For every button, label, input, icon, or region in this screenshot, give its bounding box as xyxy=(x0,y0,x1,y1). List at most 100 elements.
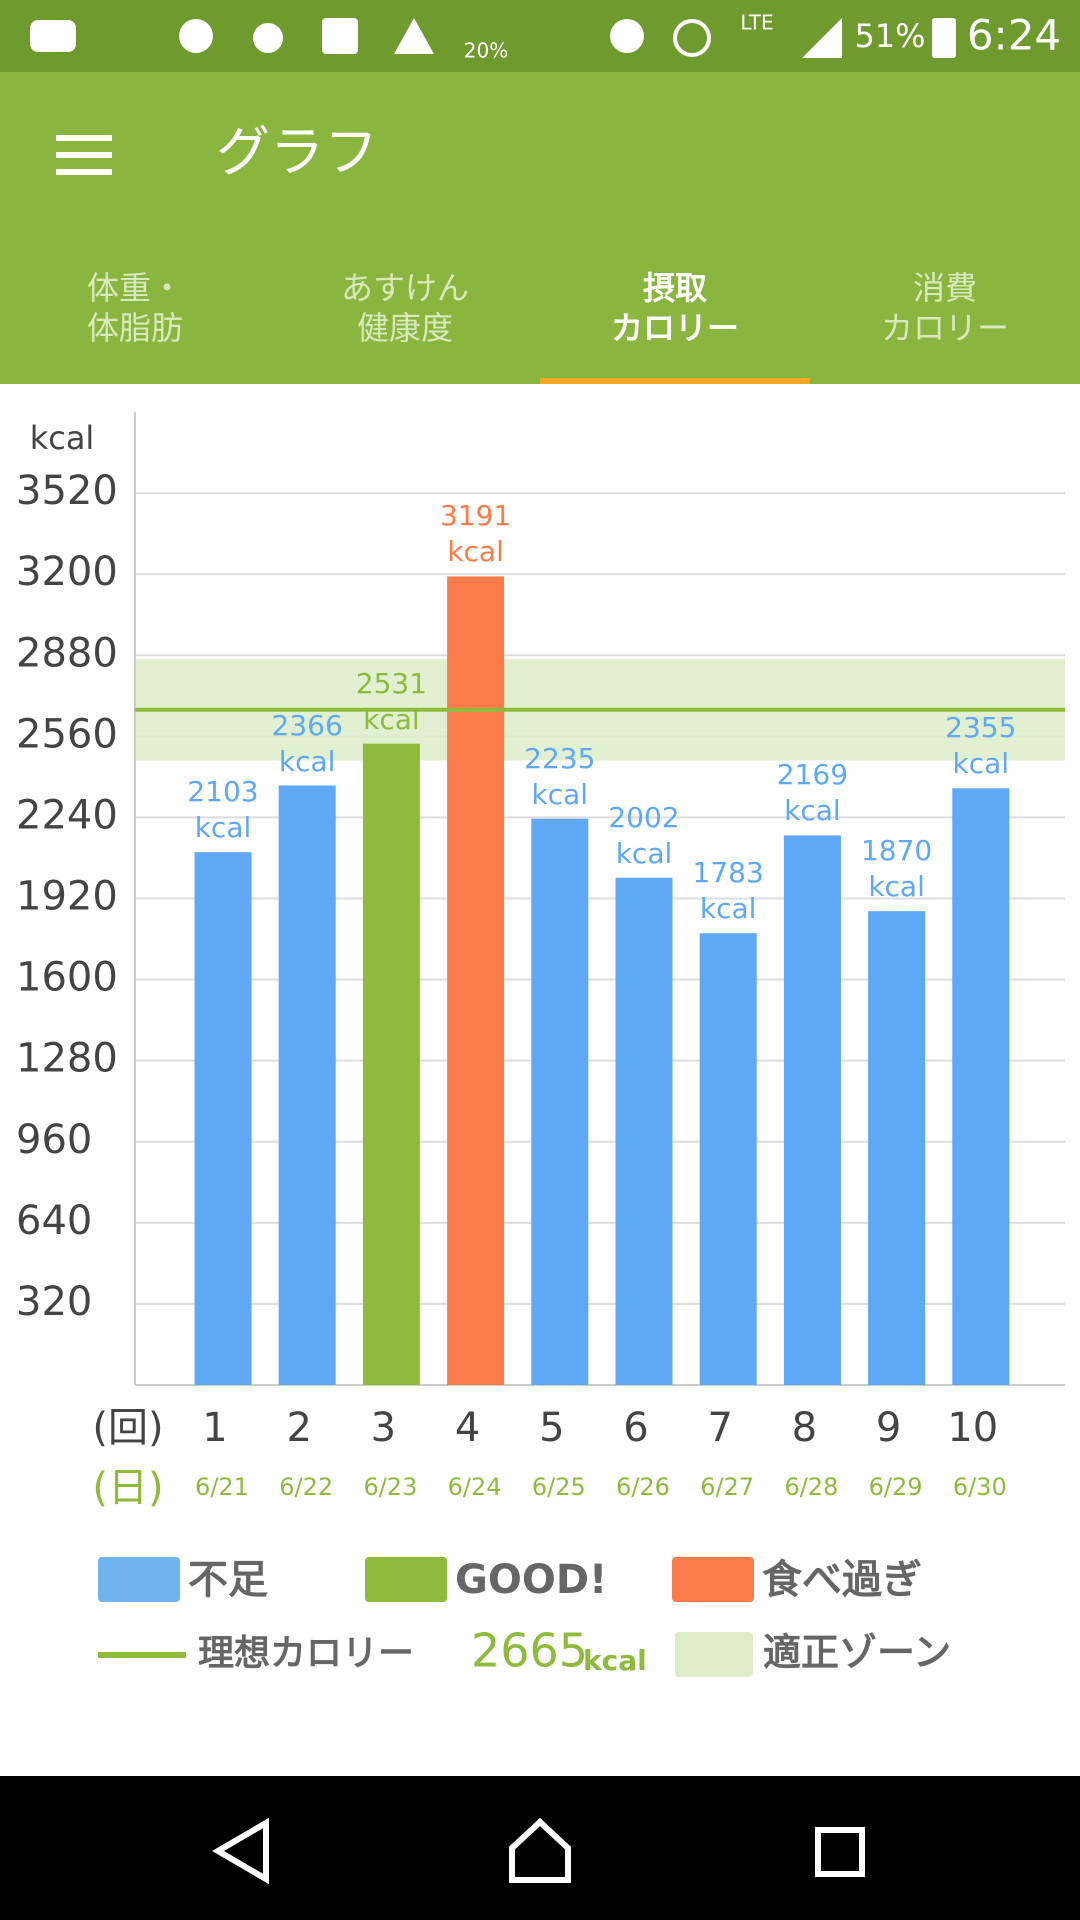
icon xyxy=(932,18,956,58)
legend-swatch xyxy=(675,1632,753,1677)
network: LTE xyxy=(740,11,773,35)
date-label: 6/24 xyxy=(448,1473,502,1501)
legend-label: 不足 xyxy=(188,1557,268,1603)
battery: 51% xyxy=(854,17,925,55)
legend-swatch xyxy=(672,1557,754,1602)
legend-swatch xyxy=(98,1557,180,1602)
x-axis-label: (回) xyxy=(92,1405,163,1451)
date-label: 6/29 xyxy=(869,1473,923,1501)
y-tick-label: 1600 xyxy=(16,955,118,1001)
date-label: 6/26 xyxy=(616,1473,670,1501)
legend-label: GOOD! xyxy=(455,1557,607,1603)
y-tick-label: 1280 xyxy=(16,1036,118,1082)
bar xyxy=(783,835,841,1385)
date-label: 6/27 xyxy=(700,1473,754,1501)
y-tick-label: 960 xyxy=(16,1117,92,1163)
date-label: 6/25 xyxy=(532,1473,586,1501)
nav-bar xyxy=(0,1776,1080,1920)
menu-button[interactable] xyxy=(56,135,112,175)
icon xyxy=(673,19,711,57)
date-axis-label: (日) xyxy=(92,1465,163,1511)
back-button[interactable] xyxy=(212,1817,269,1885)
tab-label: あすけん xyxy=(340,269,469,307)
x-tick-label: 8 xyxy=(792,1405,817,1451)
x-tick-label: 3 xyxy=(371,1405,396,1451)
x-tick-label: 6 xyxy=(623,1405,648,1451)
bar xyxy=(868,911,926,1385)
x-tick-label: 7 xyxy=(707,1405,732,1451)
y-tick-label: 2240 xyxy=(16,792,118,838)
value-label: 2169 kcal xyxy=(776,758,849,828)
y-tick-label: 2560 xyxy=(16,711,118,757)
x-tick-label: 4 xyxy=(455,1405,480,1451)
date-label: 6/22 xyxy=(279,1473,333,1501)
tab[interactable]: あすけん 健康度 xyxy=(270,268,540,348)
icon xyxy=(610,19,644,53)
bar xyxy=(447,576,505,1385)
bar xyxy=(952,788,1010,1385)
icon xyxy=(394,18,434,54)
legend-label: 理想カロリー xyxy=(198,1633,414,1674)
tab-label: 消費 xyxy=(912,269,977,307)
bar xyxy=(362,743,420,1385)
y-tick-label: 640 xyxy=(16,1198,92,1244)
icon xyxy=(30,20,76,52)
value-label: 2366 kcal xyxy=(271,708,343,778)
tab-label: カロリー xyxy=(610,309,739,347)
y-tick-label: 3200 xyxy=(16,549,118,595)
tab-label: 摂取 xyxy=(642,269,707,307)
y-tick-label: 3520 xyxy=(16,468,118,514)
tab-label: カロリー xyxy=(880,309,1009,347)
app-bar xyxy=(0,72,1080,384)
bar xyxy=(615,877,673,1385)
bar xyxy=(278,785,336,1385)
weather-chance: 20% xyxy=(464,39,508,63)
value-label: 2103 kcal xyxy=(187,775,259,845)
legend-swatch xyxy=(365,1557,447,1602)
recents-button[interactable] xyxy=(815,1827,865,1877)
value-label: 2355 kcal xyxy=(945,711,1017,781)
x-tick-label: 2 xyxy=(286,1405,311,1451)
tab-label: 体重・ xyxy=(86,269,183,307)
tab-label: 健康度 xyxy=(356,309,453,347)
legend-label: 食べ過ぎ xyxy=(762,1557,922,1603)
tab[interactable]: 摂取 カロリー xyxy=(540,268,810,348)
tab[interactable]: 体重・ 体脂肪 xyxy=(0,268,270,348)
value-label: 1870 kcal xyxy=(860,834,933,904)
y-tick-label: 2880 xyxy=(16,630,118,676)
legend-label: 適正ゾーン xyxy=(763,1631,951,1675)
value-label: 3191 kcal xyxy=(439,499,512,569)
icon xyxy=(253,23,283,53)
bar xyxy=(531,818,589,1385)
bar xyxy=(194,852,252,1385)
home-button[interactable] xyxy=(509,1817,571,1883)
date-label: 6/21 xyxy=(195,1473,249,1501)
x-tick-label: 9 xyxy=(876,1405,901,1451)
x-tick-label: 1 xyxy=(202,1405,227,1451)
icon xyxy=(179,19,213,53)
value-label: 2002 kcal xyxy=(608,800,680,870)
y-tick-label: 320 xyxy=(16,1279,92,1325)
target-value: 2665 xyxy=(471,1624,588,1678)
tab[interactable]: 消費 カロリー xyxy=(810,268,1080,348)
status-icons xyxy=(30,18,956,58)
app-title: グラフ xyxy=(216,121,378,184)
icon xyxy=(802,18,842,58)
date-label: 6/28 xyxy=(784,1473,838,1501)
icon xyxy=(322,18,358,54)
date-label: 6/23 xyxy=(363,1473,417,1501)
y-unit: kcal xyxy=(30,419,95,457)
tab-indicator xyxy=(540,378,810,384)
target-unit: kcal xyxy=(583,1644,647,1677)
value-label: 2235 kcal xyxy=(524,741,596,811)
bar xyxy=(699,933,757,1385)
x-tick-label: 10 xyxy=(947,1405,998,1451)
clock: 6:24 xyxy=(967,11,1061,60)
x-tick-label: 5 xyxy=(539,1405,564,1451)
value-label: 2531 kcal xyxy=(355,666,428,736)
value-label: 1783 kcal xyxy=(692,856,764,926)
date-label: 6/30 xyxy=(953,1473,1007,1501)
y-tick-label: 1920 xyxy=(16,874,118,920)
